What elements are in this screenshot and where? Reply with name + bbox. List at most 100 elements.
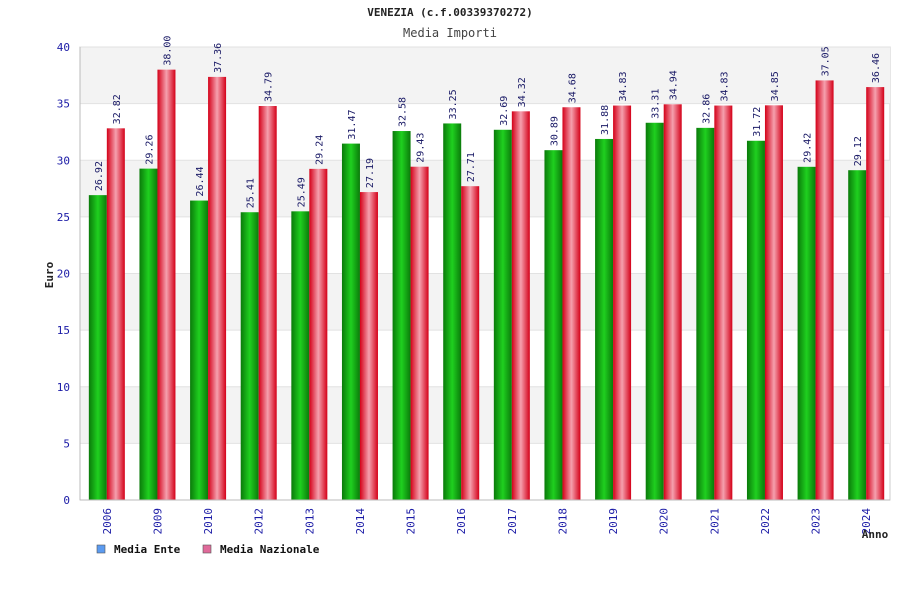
data-label: 25.41 xyxy=(246,178,257,208)
bar-ente xyxy=(645,122,664,500)
data-label: 32.86 xyxy=(701,94,712,124)
bar-nazionale xyxy=(663,104,682,500)
bar-ente xyxy=(341,143,360,501)
data-label: 37.05 xyxy=(821,46,832,76)
legend: Media Ente Media Nazionale xyxy=(96,543,320,556)
bar-ente xyxy=(595,138,614,501)
x-tick-label: 2012 xyxy=(253,508,266,535)
data-label: 26.92 xyxy=(94,161,105,191)
x-tick-label: 2015 xyxy=(405,508,418,535)
bar-ente xyxy=(544,150,563,500)
x-tick-label: 2017 xyxy=(506,508,519,535)
bars xyxy=(88,69,885,501)
bar-ente xyxy=(139,168,158,500)
bar-ente xyxy=(797,166,816,501)
bar-nazionale xyxy=(866,87,885,500)
data-label: 26.44 xyxy=(195,166,206,196)
data-label: 27.19 xyxy=(365,158,376,188)
bar-nazionale xyxy=(815,80,834,500)
data-label: 25.49 xyxy=(296,177,307,207)
y-tick-label: 5 xyxy=(63,437,70,450)
data-label: 36.46 xyxy=(871,53,882,83)
bar-ente xyxy=(190,200,209,500)
bar-ente xyxy=(746,140,765,500)
bar-nazionale xyxy=(613,105,632,501)
grid-band xyxy=(80,47,890,104)
bar-ente xyxy=(291,211,310,500)
data-label: 31.88 xyxy=(600,105,611,135)
data-label: 33.31 xyxy=(651,89,662,119)
data-label: 34.32 xyxy=(517,77,528,107)
data-label: 38.00 xyxy=(162,36,173,66)
data-label: 31.47 xyxy=(347,109,358,139)
bar-ente xyxy=(848,170,867,500)
y-axis-title: Euro xyxy=(43,261,56,288)
y-axis: 0 5 10 15 20 25 30 35 40 xyxy=(57,41,81,507)
x-axis: 2006 2009 2010 2012 2013 2014 2015 2016 2017 2018… xyxy=(80,499,890,535)
data-label: 29.12 xyxy=(853,136,864,166)
y-tick-label: 40 xyxy=(57,41,70,54)
y-tick-label: 30 xyxy=(57,154,70,167)
x-tick-label: 2020 xyxy=(658,508,671,535)
chart-subtitle: Media Importi xyxy=(403,26,497,40)
data-label: 32.69 xyxy=(499,96,510,126)
data-label: 32.58 xyxy=(398,97,409,127)
y-tick-label: 35 xyxy=(57,98,70,111)
data-label: 29.26 xyxy=(144,135,155,165)
bar-ente xyxy=(443,123,462,500)
data-label: 29.42 xyxy=(803,133,814,163)
x-tick-label: 2018 xyxy=(556,508,569,535)
legend-item-label: Media Ente xyxy=(114,543,181,556)
legend-swatch xyxy=(202,544,212,554)
x-tick-label: 2009 xyxy=(151,508,164,535)
data-label: 34.68 xyxy=(567,73,578,103)
bar-nazionale xyxy=(410,166,429,500)
data-label: 29.24 xyxy=(314,135,325,165)
bar-nazionale xyxy=(562,107,581,501)
x-tick-label: 2013 xyxy=(303,508,316,535)
data-label: 31.72 xyxy=(752,107,763,137)
bar-ente xyxy=(493,129,512,500)
bar-ente xyxy=(240,212,259,500)
bar-ente xyxy=(392,131,411,500)
bar-ente xyxy=(696,127,715,500)
x-tick-label: 2022 xyxy=(759,508,772,535)
data-label: 32.82 xyxy=(112,94,123,124)
bar-nazionale xyxy=(157,69,176,501)
data-label: 34.79 xyxy=(264,72,275,102)
x-tick-label: 2024 xyxy=(860,508,873,535)
x-tick-label: 2019 xyxy=(607,508,620,535)
y-tick-label: 20 xyxy=(57,268,70,281)
bar-nazionale xyxy=(511,111,530,501)
data-label: 34.83 xyxy=(618,71,629,101)
bar-nazionale xyxy=(359,192,378,501)
bar-nazionale xyxy=(208,76,227,500)
data-label: 29.43 xyxy=(416,133,427,163)
x-tick-label: 2021 xyxy=(708,508,721,535)
data-label: 27.71 xyxy=(466,152,477,182)
legend-item-label: Media Nazionale xyxy=(220,543,320,556)
x-tick-label: 2006 xyxy=(101,508,114,535)
data-label: 37.36 xyxy=(213,43,224,73)
data-label: 34.85 xyxy=(770,71,781,101)
bar-nazionale xyxy=(461,186,480,500)
bar-nazionale xyxy=(106,128,125,500)
chart-title: VENEZIA (c.f.00339370272) xyxy=(367,6,533,19)
data-label: 30.89 xyxy=(549,116,560,146)
data-label: 34.83 xyxy=(719,71,730,101)
bar-ente xyxy=(88,195,107,501)
data-label: 34.94 xyxy=(669,70,680,100)
y-tick-label: 15 xyxy=(57,324,70,337)
legend-swatch xyxy=(96,544,106,554)
bar-nazionale xyxy=(714,105,733,501)
y-tick-label: 25 xyxy=(57,211,70,224)
y-tick-label: 0 xyxy=(63,494,70,507)
x-tick-label: 2016 xyxy=(455,508,468,535)
x-axis-title: Anno xyxy=(862,528,889,541)
y-tick-label: 10 xyxy=(57,381,70,394)
x-tick-label: 2023 xyxy=(810,508,823,535)
x-tick-label: 2010 xyxy=(202,508,215,535)
bar-nazionale xyxy=(764,105,783,500)
